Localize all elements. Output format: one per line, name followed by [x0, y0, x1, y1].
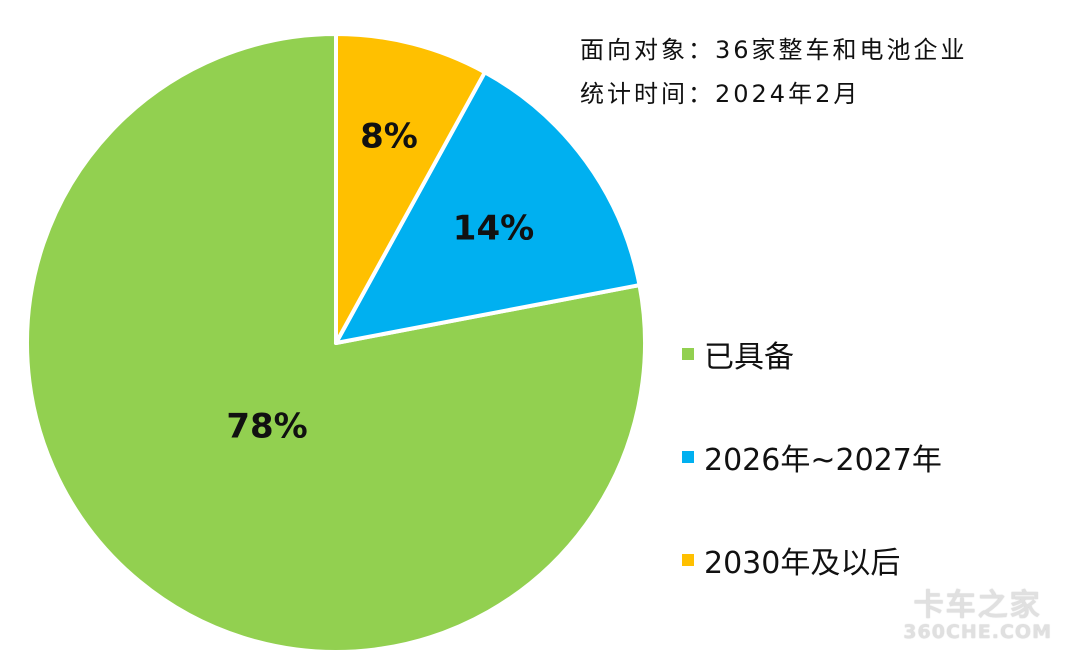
- pie-slice-2030-later: [334, 32, 487, 345]
- legend-swatch-ready: [682, 348, 694, 360]
- legend-swatch-2030-later: [682, 554, 694, 566]
- legend-label-2026-2027: 2026年~2027年: [704, 443, 942, 478]
- legend-label-2030-later: 2030年及以后: [704, 546, 901, 581]
- legend-item-2026-2027: 2026年~2027年: [682, 437, 942, 478]
- pie-slice-ready: [25, 32, 647, 654]
- chart-note-time: 统计时间：2024年2月: [580, 80, 861, 108]
- legend: 已具备 2026年~2027年 2030年及以后: [682, 334, 942, 643]
- watermark-logo: 卡车之家 360CHE.COM: [903, 580, 1052, 643]
- legend-item-2030-later: 2030年及以后: [682, 540, 942, 581]
- legend-label-ready: 已具备: [704, 340, 794, 375]
- pie-label-2030-later: 8%: [360, 116, 418, 156]
- watermark-main-text: 卡车之家: [913, 588, 1042, 623]
- pie-slice-2026-2027: [334, 70, 642, 345]
- legend-item-ready: 已具备: [682, 334, 942, 375]
- chart-note-target: 面向对象：36家整车和电池企业: [580, 36, 968, 64]
- legend-swatch-2026-2027: [682, 451, 694, 463]
- watermark-sub-text: 360CHE.COM: [903, 621, 1052, 643]
- pie-label-2026-2027: 14%: [453, 209, 534, 249]
- pie-label-ready: 78%: [226, 406, 307, 446]
